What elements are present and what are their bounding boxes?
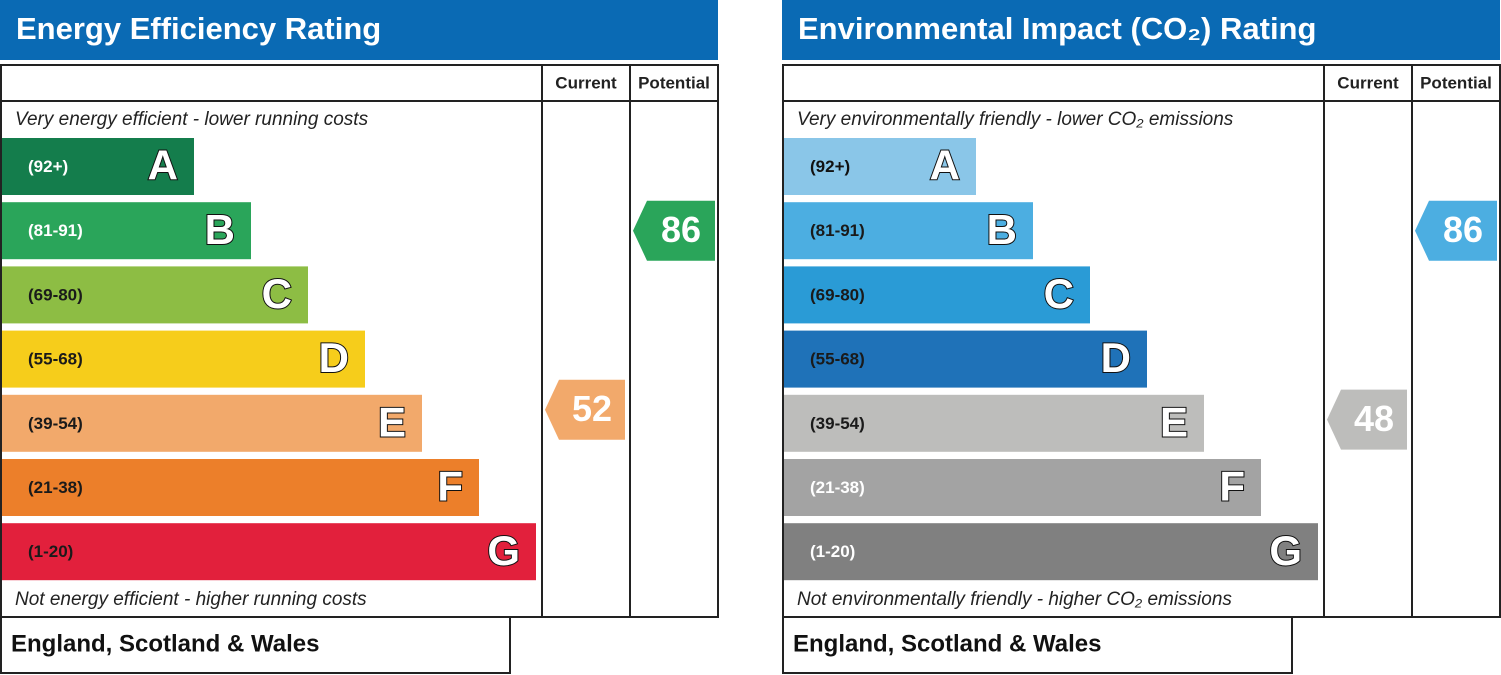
band-letter: C (262, 270, 292, 317)
bottom-note: Not energy efficient - higher running co… (15, 589, 367, 610)
band-letter: G (1269, 527, 1302, 574)
rating-panel: Energy Efficiency Rating Current Potential… (0, 0, 719, 674)
band-range: (39-54) (810, 414, 865, 433)
potential-value: 86 (661, 209, 701, 250)
band-range: (1-20) (810, 542, 855, 561)
current-value: 48 (1354, 398, 1394, 439)
column-header: Current (1337, 73, 1399, 92)
column-header: Potential (638, 73, 710, 92)
rating-band (784, 394, 1204, 452)
rating-band (784, 138, 976, 195)
band-range: (1-20) (28, 542, 73, 561)
band-range: (92+) (28, 157, 68, 176)
rating-band (2, 202, 251, 260)
band-range: (55-68) (28, 350, 83, 369)
footer-text: England, Scotland & Wales (793, 630, 1101, 657)
band-range: (55-68) (810, 350, 865, 369)
band-letter: G (487, 527, 520, 574)
title-bar (0, 0, 718, 60)
band-range: (21-38) (28, 478, 83, 497)
current-arrow (545, 379, 625, 440)
potential-arrow (633, 200, 715, 261)
current-value: 52 (572, 388, 612, 429)
rating-band (2, 523, 536, 581)
rating-band (2, 459, 479, 516)
rating-band (784, 523, 1318, 581)
band-letter: B (205, 206, 235, 253)
rating-band (2, 138, 194, 195)
potential-arrow (1415, 200, 1497, 261)
column-header: Potential (1420, 73, 1492, 92)
rating-band (784, 266, 1090, 324)
rating-band (2, 394, 422, 452)
band-range: (81-91) (28, 221, 83, 240)
band-letter: F (437, 463, 463, 510)
band-letter: A (930, 142, 960, 189)
footer-box (782, 616, 1293, 674)
panel-title: Energy Efficiency Rating (16, 11, 381, 46)
band-letter: F (1219, 463, 1245, 510)
rating-band (784, 459, 1261, 516)
rating-band (784, 202, 1033, 260)
band-letter: D (319, 334, 349, 381)
band-range: (21-38) (810, 478, 865, 497)
band-letter: C (1044, 270, 1074, 317)
rating-panel: Environmental Impact (CO₂) Rating Current… (782, 0, 1501, 674)
rating-band (2, 266, 308, 324)
top-note: Very environmentally friendly - lower CO… (797, 109, 1234, 130)
title-bar (782, 0, 1500, 60)
band-letter: E (378, 398, 406, 445)
rating-band (2, 330, 365, 388)
current-arrow (1327, 389, 1407, 450)
band-range: (81-91) (810, 221, 865, 240)
top-note: Very energy efficient - lower running co… (15, 109, 369, 130)
band-letter: E (1160, 398, 1188, 445)
column-header: Current (555, 73, 617, 92)
rating-band (784, 330, 1147, 388)
band-range: (92+) (810, 157, 850, 176)
potential-value: 86 (1443, 209, 1483, 250)
footer-box (0, 616, 511, 674)
band-letter: D (1101, 334, 1131, 381)
band-range: (69-80) (810, 285, 865, 304)
band-letter: A (148, 142, 178, 189)
panel-title: Environmental Impact (CO₂) Rating (798, 11, 1316, 46)
band-range: (69-80) (28, 285, 83, 304)
band-letter: B (987, 206, 1017, 253)
band-range: (39-54) (28, 414, 83, 433)
footer-text: England, Scotland & Wales (11, 630, 319, 657)
bottom-note: Not environmentally friendly - higher CO… (797, 589, 1232, 610)
